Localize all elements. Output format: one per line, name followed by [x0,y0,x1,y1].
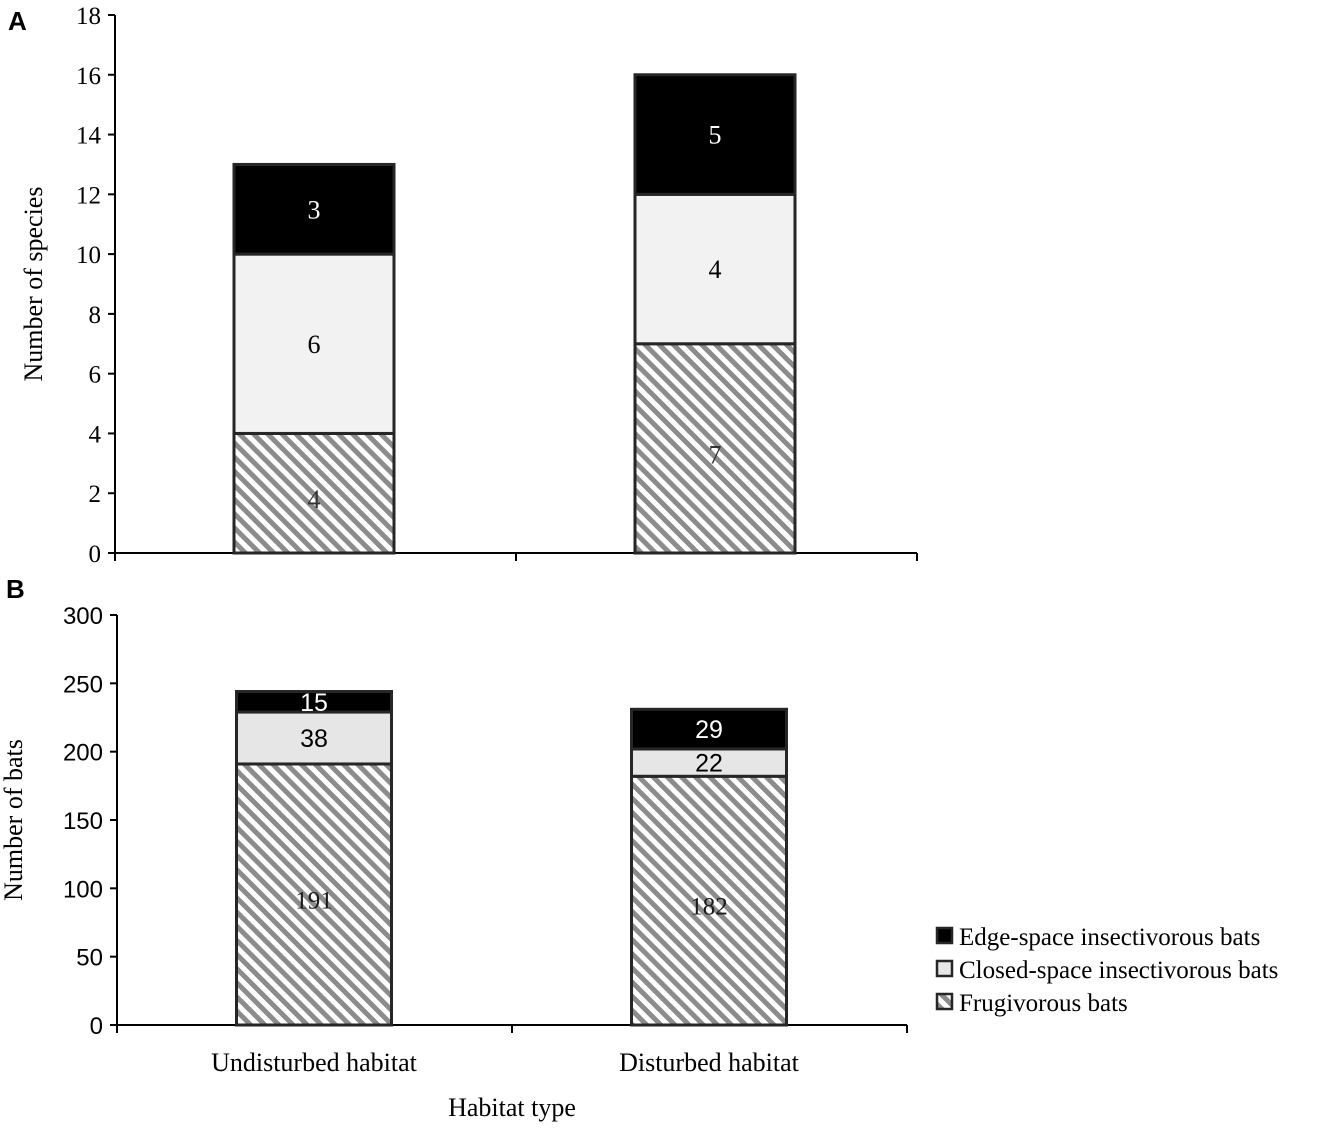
y-tick-label: 12 [76,182,101,209]
bar-value-label: 182 [690,894,728,921]
y-tick-label: 250 [63,671,103,698]
bar-value-label: 38 [300,725,328,753]
bar-segment [633,73,797,196]
bar-segment [232,162,396,256]
legend-label: Frugivorous bats [959,990,1128,1017]
panel-a: A 0 2 4 6 8 10 12 14 16 18 Number of species 4 6 3 7 4 5 [8,3,918,568]
y-axis-title: Number of bats [0,739,28,901]
legend-swatch [935,959,954,978]
bar-segment [630,747,788,778]
panel-letter: B [6,574,25,604]
y-tick-label: 14 [76,123,102,150]
y-tick-label: 300 [63,603,103,630]
bar-value-label: 7 [709,440,722,469]
bar-segment [630,774,788,1027]
y-tick-label: 4 [89,421,102,448]
y-tick-label: 50 [76,945,103,972]
y-tick-label: 18 [76,3,101,30]
legend-label: Closed-space insectivorous bats [959,957,1278,984]
bar-segment [633,192,797,346]
bar-segment [232,252,396,435]
x-axis-title: Habitat type [448,1093,576,1122]
bar-segment [232,431,396,555]
legend-swatch [935,926,954,945]
bar-segment [630,707,788,751]
y-tick-label: 0 [89,541,102,568]
y-tick-label: 6 [89,362,102,389]
panel-b: B 0 50 100 150 200 250 300 Number of bats 191 38 15… [0,574,908,1077]
bar-value-label: 4 [709,255,722,284]
legend-label: Edge-space insectivorous bats [959,924,1260,951]
x-tick-label: Undisturbed habitat [211,1048,418,1077]
bar-segment [633,342,797,555]
bar-value-label: 22 [695,750,723,778]
y-tick-label: 16 [76,63,101,90]
bar-value-label: 15 [300,689,328,717]
y-tick-label: 200 [63,740,103,767]
y-tick-label: 8 [89,302,102,329]
y-axis-title: Number of species [19,187,48,382]
bar-value-label: 5 [709,121,722,150]
bar-value-label: 6 [308,330,321,359]
y-tick-label: 0 [90,1013,103,1040]
bar-value-label: 3 [308,195,321,224]
bar-value-label: 191 [295,887,333,914]
bar-segment [235,762,393,1027]
y-tick-label: 150 [63,808,103,835]
bar-value-label: 4 [308,485,321,514]
bar-segment [235,690,393,714]
y-tick-label: 10 [76,242,101,269]
y-tick-label: 100 [63,876,103,903]
panel-letter: A [8,6,27,36]
bar-value-label: 29 [695,716,723,744]
y-tick-label: 2 [89,481,102,508]
legend-swatch [935,992,954,1011]
x-tick-label: Disturbed habitat [619,1048,800,1077]
legend: Edge-space insectivorous bats Closed-spac… [935,924,1278,1017]
